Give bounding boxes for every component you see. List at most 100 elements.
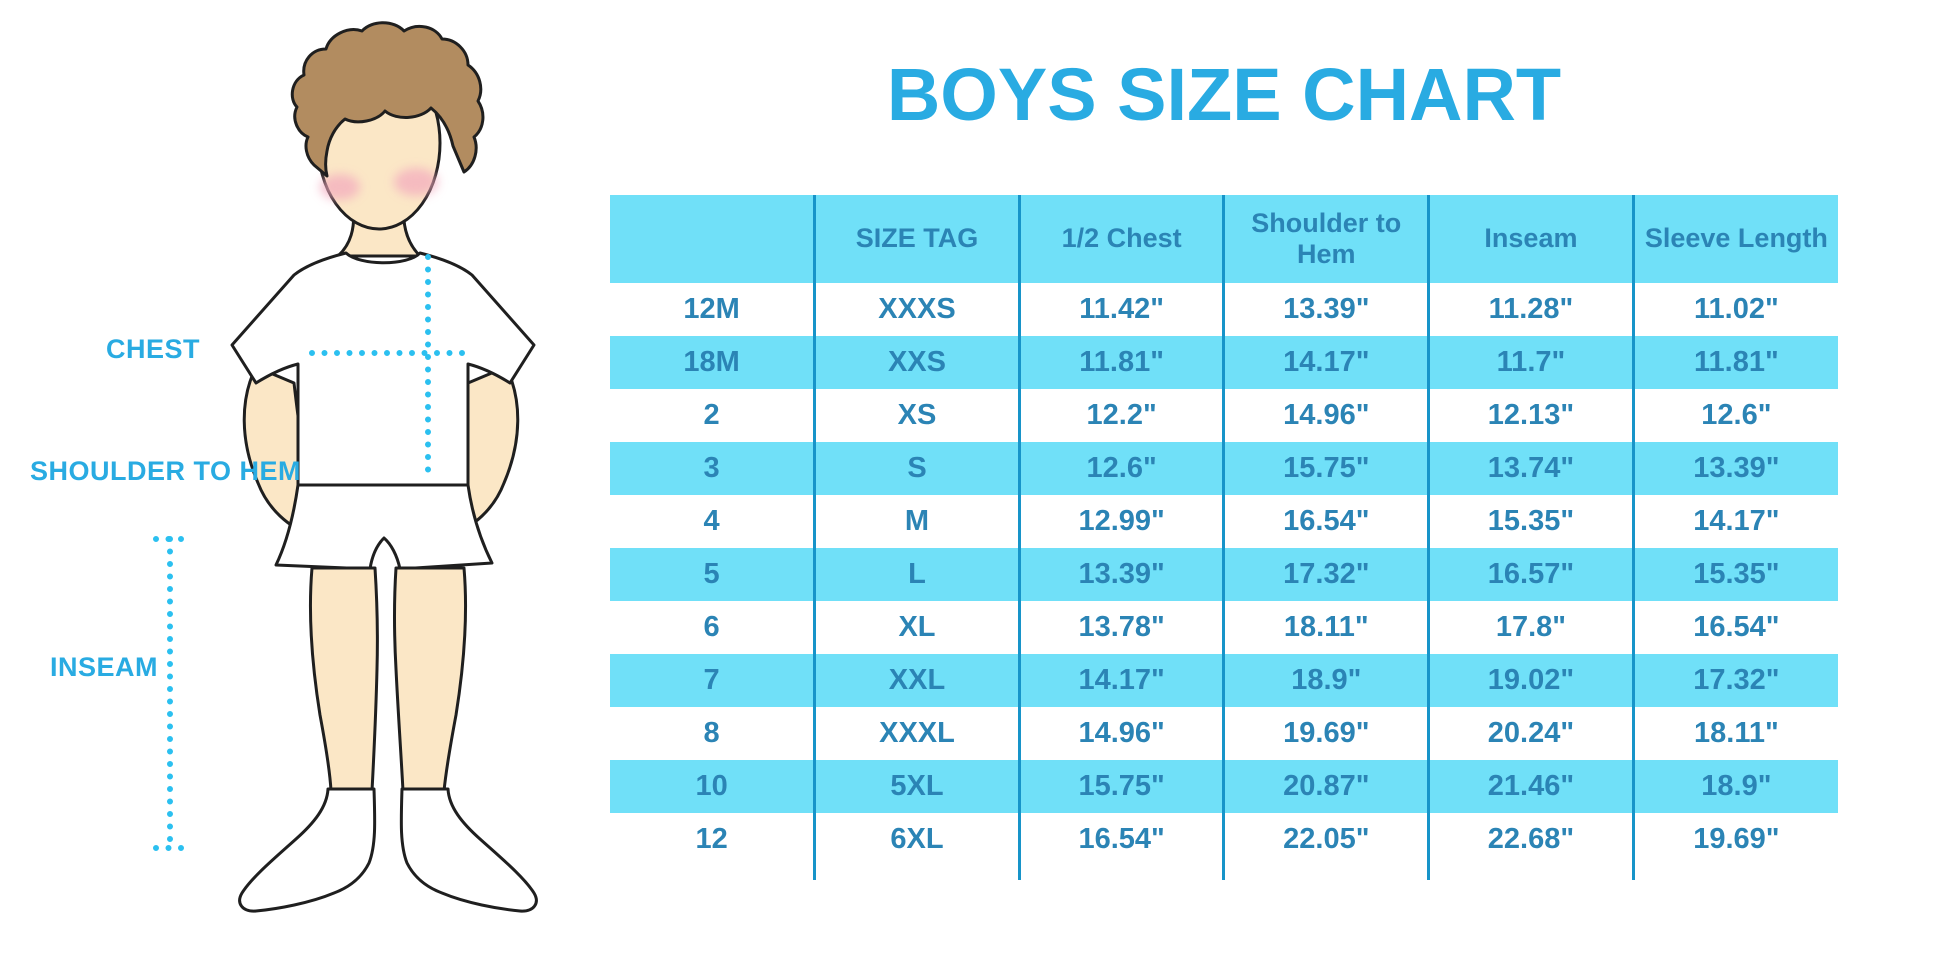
divider-tail-cell xyxy=(610,866,815,880)
cell-value: 13.78" xyxy=(1017,601,1224,654)
cell-value: 15.35" xyxy=(1427,495,1634,548)
cell-value: 16.54" xyxy=(1017,813,1224,866)
row-size-label: 5 xyxy=(703,558,720,590)
size-table-header: SIZE TAG 1/2 Chest Shoulder to Hem Insea… xyxy=(610,195,1838,283)
cell-value: 16.54" xyxy=(1631,601,1838,654)
row-size-label: 6 xyxy=(703,611,720,643)
shoulder-to-hem-label: SHOULDER TO HEM xyxy=(30,456,302,486)
cell-value: 16.57" xyxy=(1427,548,1634,601)
table-row: 8 XXXL 14.96" 19.69" 20.24" 18.11" xyxy=(610,707,1838,760)
cell-value: 21.46" xyxy=(1427,760,1634,813)
cell-value: 15.35" xyxy=(1631,548,1838,601)
cell-value: 18.11" xyxy=(1631,707,1838,760)
table-row: 18M XXS 11.81" 14.17" 11.7" 11.81" xyxy=(610,336,1838,389)
table-row: 10 5XL 15.75" 20.87" 21.46" 18.9" xyxy=(610,760,1838,813)
cell-value: 18.11" xyxy=(1222,601,1429,654)
table-row: 6 XL 13.78" 18.11" 17.8" 16.54" xyxy=(610,601,1838,654)
cell-value: XL xyxy=(813,601,1020,654)
cell-value: 19.69" xyxy=(1222,707,1429,760)
column-header-half-chest: 1/2 Chest xyxy=(1017,195,1224,283)
cell-value: 20.87" xyxy=(1222,760,1429,813)
cell-value: 13.74" xyxy=(1427,442,1634,495)
cell-value: 11.42" xyxy=(1017,283,1224,336)
row-size-label: 2 xyxy=(703,399,720,431)
column-header-sleeve-length: Sleeve Length xyxy=(1631,195,1838,283)
cell-value: 17.32" xyxy=(1222,548,1429,601)
divider-tail-cell xyxy=(1427,866,1634,880)
cell-value: 20.24" xyxy=(1427,707,1634,760)
table-row: 7 XXL 14.17" 18.9" 19.02" 17.32" xyxy=(610,654,1838,707)
boy-hair xyxy=(290,21,485,178)
cell-value: 18.9" xyxy=(1631,760,1838,813)
divider-tail-cell xyxy=(813,866,1020,880)
column-header-blank xyxy=(610,195,815,283)
cell-value: 13.39" xyxy=(1631,442,1838,495)
boy-sock-left xyxy=(238,787,377,913)
cell-value: 14.17" xyxy=(1631,495,1838,548)
page-title: BOYS SIZE CHART xyxy=(886,53,1562,136)
cell-value: 13.39" xyxy=(1222,283,1429,336)
cell-value: 14.17" xyxy=(1017,654,1224,707)
cell-value: 13.39" xyxy=(1017,548,1224,601)
cell-value: 19.69" xyxy=(1631,813,1838,866)
size-chart-table: SIZE TAG 1/2 Chest Shoulder to Hem Insea… xyxy=(610,195,1838,880)
row-size-label: 8 xyxy=(703,717,720,749)
row-size-label: 4 xyxy=(703,505,720,537)
cell-value: 19.02" xyxy=(1427,654,1634,707)
row-size-label: 12M xyxy=(683,293,740,325)
table-row: 12 6XL 16.54" 22.05" 22.68" 19.69" xyxy=(610,813,1838,866)
cell-value: 12.2" xyxy=(1017,389,1224,442)
cell-value: 15.75" xyxy=(1222,442,1429,495)
divider-tail-cell xyxy=(1017,866,1224,880)
cell-value: 12.99" xyxy=(1017,495,1224,548)
boy-leg-right xyxy=(393,566,468,793)
column-header-shoulder-to-hem: Shoulder to Hem xyxy=(1222,195,1429,283)
header-row: SIZE TAG 1/2 Chest Shoulder to Hem Insea… xyxy=(610,195,1838,283)
cell-value: 22.68" xyxy=(1427,813,1634,866)
table-row: 5 L 13.39" 17.32" 16.57" 15.35" xyxy=(610,548,1838,601)
cell-value: 16.54" xyxy=(1222,495,1429,548)
table-row: 2 XS 12.2" 14.96" 12.13" 12.6" xyxy=(610,389,1838,442)
boy-sock-right xyxy=(399,787,538,913)
chest-label: CHEST xyxy=(106,334,201,364)
cell-value: 11.28" xyxy=(1427,283,1634,336)
cell-value: 18.9" xyxy=(1222,654,1429,707)
column-header-size-tag: SIZE TAG xyxy=(813,195,1020,283)
row-size-label: 7 xyxy=(703,664,720,696)
boy-illustration xyxy=(153,21,538,913)
boy-cheek-left xyxy=(320,174,360,200)
cell-value: 17.32" xyxy=(1631,654,1838,707)
divider-tail-cell xyxy=(1631,866,1838,880)
table-row: 4 M 12.99" 16.54" 15.35" 14.17" xyxy=(610,495,1838,548)
cell-value: XXS xyxy=(813,336,1020,389)
row-size-label: 12 xyxy=(695,823,728,855)
cell-value: 22.05" xyxy=(1222,813,1429,866)
cell-value: 12.13" xyxy=(1427,389,1634,442)
cell-value: XXL xyxy=(813,654,1020,707)
cell-value: 11.7" xyxy=(1427,336,1634,389)
cell-value: 11.81" xyxy=(1631,336,1838,389)
row-size-label: 10 xyxy=(695,770,728,802)
divider-tail-cell xyxy=(1222,866,1429,880)
boy-shorts xyxy=(274,483,494,571)
cell-value: 12.6" xyxy=(1017,442,1224,495)
divider-tail-row xyxy=(610,866,1838,880)
cell-value: 11.02" xyxy=(1631,283,1838,336)
cell-value: XS xyxy=(813,389,1020,442)
cell-value: XXXS xyxy=(813,283,1020,336)
cell-value: 15.75" xyxy=(1017,760,1224,813)
cell-value: S xyxy=(813,442,1020,495)
cell-value: M xyxy=(813,495,1020,548)
cell-value: L xyxy=(813,548,1020,601)
cell-value: 11.81" xyxy=(1017,336,1224,389)
table-row: 3 S 12.6" 15.75" 13.74" 13.39" xyxy=(610,442,1838,495)
row-size-label: 3 xyxy=(703,452,720,484)
column-header-inseam: Inseam xyxy=(1427,195,1634,283)
row-size-label: 18M xyxy=(683,346,740,378)
cell-value: 6XL xyxy=(813,813,1020,866)
cell-value: XXXL xyxy=(813,707,1020,760)
boy-shirt xyxy=(230,251,536,487)
inseam-label: INSEAM xyxy=(50,652,159,682)
boy-leg-left xyxy=(308,566,379,793)
